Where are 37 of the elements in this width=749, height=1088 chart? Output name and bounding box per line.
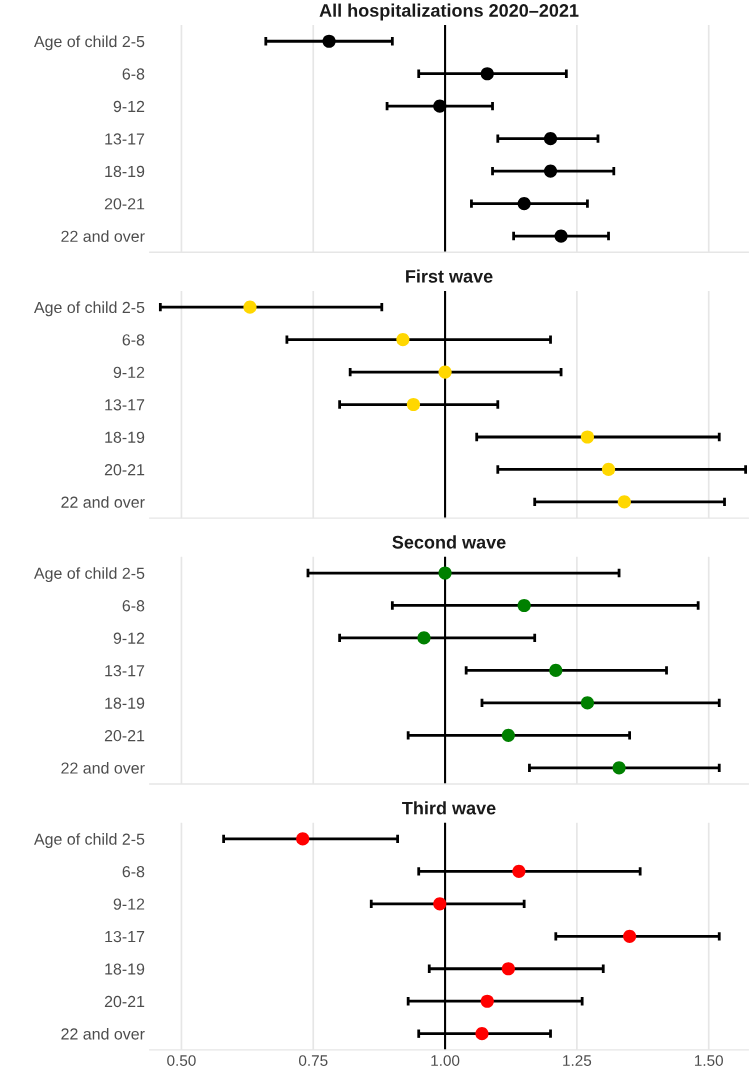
x-tick-label: 1.00 (431, 1055, 460, 1066)
y-tick-label: 18-19 (105, 963, 145, 975)
y-tick-label: 22 and over (61, 230, 145, 242)
y-tick-label: Age of child 2-5 (33, 35, 145, 51)
y-tick-label: 22 and over (61, 1027, 145, 1040)
y-tick-label: 18-19 (105, 431, 145, 443)
y-tick-label: 20-21 (104, 464, 145, 476)
chart-title: First wave (406, 269, 493, 283)
x-tick-label: 0.50 (167, 1055, 196, 1066)
y-tick-label: 20-21 (104, 198, 145, 210)
x-tick-label: 1.25 (563, 1055, 592, 1066)
y-tick-label: 18-19 (105, 165, 145, 178)
x-tick-label: 0.75 (298, 1055, 328, 1066)
chart-title: All hospitalizations 2020–2021 (319, 3, 579, 21)
y-tick-label: 22 and over (61, 496, 145, 508)
chart-title: Third wave (402, 801, 496, 815)
y-tick-label: Age of child 2-5 (33, 301, 145, 317)
y-tick-label: 18-19 (105, 697, 145, 709)
y-tick-label: 13-17 (105, 930, 145, 943)
x-tick-label: 1.50 (695, 1055, 723, 1066)
y-tick-label: Age of child 2-5 (33, 833, 145, 848)
y-tick-label: 9-12 (113, 100, 145, 113)
y-tick-label: 6-8 (122, 600, 145, 612)
y-tick-label: 9-12 (113, 898, 145, 910)
y-tick-label: 6-8 (122, 866, 145, 878)
y-tick-label: 13-17 (105, 399, 145, 411)
y-tick-label: 6-8 (122, 334, 145, 346)
y-tick-label: 20-21 (104, 729, 145, 742)
y-tick-label: 9-12 (113, 632, 145, 644)
y-tick-label: 13-17 (105, 665, 145, 677)
y-tick-label: 20-21 (104, 995, 145, 1008)
y-tick-label: Age of child 2-5 (33, 567, 145, 583)
y-tick-label: 13-17 (105, 133, 145, 145)
y-tick-label: 6-8 (122, 68, 145, 80)
y-tick-label: 9-12 (113, 366, 145, 379)
chart-title: Second wave (392, 535, 506, 549)
y-tick-label: 22 and over (61, 762, 145, 774)
